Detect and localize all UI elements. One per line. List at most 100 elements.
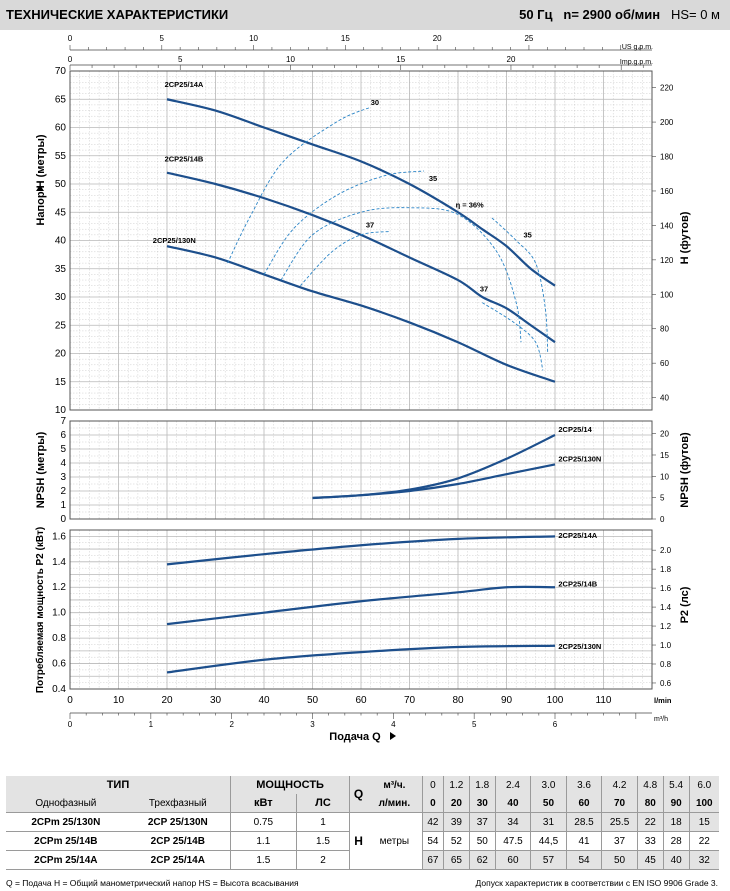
head-y-tick-label: 25 [55, 320, 67, 331]
row2-h-5: 54 [565, 850, 602, 870]
head-y2-tick-label: 180 [660, 153, 674, 162]
x-tick-label: 20 [161, 695, 173, 706]
kw-header: кВт [229, 794, 297, 813]
head-y-arrow-icon [36, 185, 44, 191]
m3h-tick-label: 0 [68, 720, 73, 729]
m3-9: 6.0 [688, 776, 719, 794]
row1-single: 2CPm 25/14B [6, 831, 126, 851]
row2-h-1: 65 [442, 850, 470, 870]
power-curve-0 [166, 535, 556, 566]
m3-2: 1.8 [468, 776, 496, 794]
efficiency-line-4 [491, 217, 549, 354]
x-unit: l/min [654, 696, 672, 705]
npsh-y-axis-label: NPSH (метры) [35, 431, 47, 508]
power-y2-tick-label: 1.2 [660, 622, 672, 631]
m3h-tick-label: 6 [553, 720, 558, 729]
row1-h-7: 33 [636, 831, 664, 851]
row1-h-0: 54 [421, 831, 444, 851]
head-y-tick-label: 65 [55, 94, 67, 105]
footer-legend: Q = Подача H = Общий манометрический нап… [6, 878, 299, 888]
header-speed: n= 2900 об/мин [563, 7, 661, 22]
x-tick-label: 70 [404, 695, 416, 706]
row2-h-7: 45 [636, 850, 664, 870]
x-axis-label: Подача Q [329, 731, 381, 743]
row2-kw: 1.5 [229, 850, 297, 870]
imp-gpm-unit: Imp.g.p.m. [620, 59, 653, 66]
lmin-6: 70 [601, 794, 638, 813]
head-y-axis-label: Напор H (метры) [35, 134, 47, 225]
lmin-0: 0 [421, 794, 444, 813]
row2-h-9: 32 [688, 850, 719, 870]
row0-h-1: 39 [442, 812, 470, 832]
head-y2-tick-label: 200 [660, 118, 674, 127]
x-tick-label: 80 [452, 695, 464, 706]
head-y-tick-label: 70 [55, 66, 67, 77]
single-phase-header: Однофазный [6, 794, 126, 813]
npsh-series-label-1: 2CP25/130N [558, 455, 601, 464]
m3-1: 1.2 [442, 776, 470, 794]
row0-single: 2CPm 25/130N [6, 812, 126, 832]
us-gpm-tick-label: 15 [341, 34, 350, 43]
row0-h-2: 37 [468, 812, 496, 832]
row1-h-2: 50 [468, 831, 496, 851]
row1-h-4: 44,5 [530, 831, 567, 851]
head-y-tick-label: 45 [55, 207, 67, 218]
lmin-1: 20 [442, 794, 470, 813]
power-y2-tick-label: 2.0 [660, 546, 672, 555]
lmin-3: 40 [494, 794, 531, 813]
npsh-y2-tick-label: 5 [660, 494, 665, 503]
us-gpm-tick-label: 20 [433, 34, 442, 43]
head-y-tick-label: 40 [55, 236, 67, 247]
efficiency-line-0 [227, 106, 371, 264]
head-y-tick-label: 20 [55, 349, 67, 360]
row0-three: 2CP 25/130N [125, 812, 231, 832]
q-label: Q [349, 776, 367, 813]
x-tick-label: 30 [210, 695, 222, 706]
m3-0: 0 [421, 776, 444, 794]
x-tick-label: 100 [547, 695, 564, 706]
lmin-4: 50 [530, 794, 567, 813]
head-frame [69, 70, 653, 411]
imp-gpm-tick-label: 5 [178, 55, 183, 64]
row0-h-4: 31 [530, 812, 567, 832]
row0-h-5: 28.5 [565, 812, 602, 832]
power-series-label-1: 2CP25/14B [558, 579, 597, 588]
imp-gpm-tick-label: 0 [68, 55, 73, 64]
head-y2-tick-label: 120 [660, 256, 674, 265]
efficiency-line-3 [300, 231, 391, 287]
npsh-frame [69, 420, 653, 520]
row1-three: 2CP 25/14B [125, 831, 231, 851]
power-y-tick-label: 0.8 [52, 633, 66, 644]
x-tick-label: 10 [113, 695, 125, 706]
power-y-tick-label: 0.6 [52, 659, 66, 670]
m3-7: 4.8 [636, 776, 664, 794]
m3h-tick-label: 4 [391, 720, 396, 729]
npsh-curve-1 [312, 463, 556, 500]
head-y2-tick-label: 40 [660, 394, 669, 403]
m3h-tick-label: 2 [229, 720, 234, 729]
head-y-tick-label: 15 [55, 377, 67, 388]
npsh-y-tick-label: 5 [60, 444, 66, 455]
npsh-series-label-0: 2CP25/14 [558, 425, 592, 434]
three-phase-header: Трехфазный [125, 794, 231, 813]
power-y2-tick-label: 0.8 [660, 660, 672, 669]
power-y-tick-label: 1.0 [52, 608, 66, 619]
header-title: ТЕХНИЧЕСКИЕ ХАРАКТЕРИСТИКИ [6, 7, 229, 22]
efficiency-line-1 [263, 170, 425, 275]
head-y-tick-label: 35 [55, 264, 67, 275]
head-y2-tick-label: 100 [660, 290, 674, 299]
efficiency-line-2 [280, 207, 522, 343]
header-conditions: 50 Гц n= 2900 об/мин HS= 0 м [519, 7, 720, 22]
power-y2-tick-label: 1.0 [660, 641, 672, 650]
power-series-label-2: 2CP25/130N [558, 642, 601, 651]
power-y2-tick-label: 1.4 [660, 603, 672, 612]
power-y2-tick-label: 0.6 [660, 679, 672, 688]
head-series-label-1: 2CP25/14B [165, 154, 204, 163]
row0-h-3: 34 [494, 812, 531, 832]
row2-three: 2CP 25/14A [125, 850, 231, 870]
row2-h-0: 67 [421, 850, 444, 870]
efficiency-line-5 [482, 302, 544, 371]
head-y2-tick-label: 80 [660, 325, 669, 334]
footer-tolerance: Допуск характеристик в соответствии с EN… [475, 878, 718, 888]
row2-hp: 2 [295, 850, 350, 870]
